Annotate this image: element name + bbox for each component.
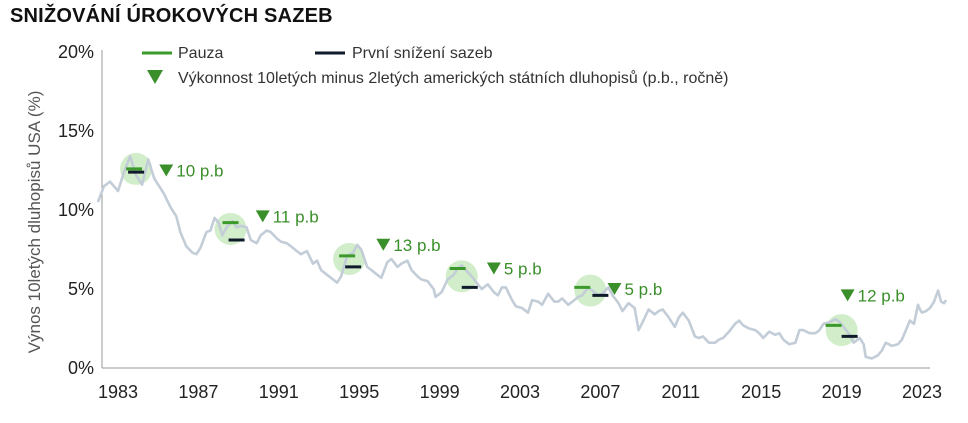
x-tick-label: 1991	[259, 382, 299, 402]
performance-label: 13 p.b	[393, 236, 440, 255]
highlight-circle	[825, 314, 858, 347]
legend-pause-label: Pauza	[178, 45, 223, 62]
performance-triangle-icon	[840, 289, 855, 302]
legend-performance-triangle-icon	[147, 70, 163, 84]
performance-label: 10 p.b	[176, 162, 223, 181]
x-tick-label: 1987	[178, 382, 218, 402]
chart-title: SNIŽOVÁNÍ ÚROKOVÝCH SAZEB	[10, 5, 333, 27]
performance-triangle-icon	[255, 210, 270, 223]
legend-performance-label: Výkonnost 10letých minus 2letých americk…	[178, 69, 729, 87]
x-tick-label: 2019	[822, 382, 862, 402]
performance-triangle-icon	[486, 262, 501, 275]
y-axis-label: Výnos 10letých dluhopisů USA (%)	[25, 91, 44, 354]
performance-triangle-icon	[159, 164, 174, 177]
y-axis-label-group: Výnos 10letých dluhopisů USA (%)	[25, 91, 44, 354]
highlight-circle	[214, 212, 247, 245]
performance-label: 11 p.b	[273, 207, 319, 226]
x-tick-label: 1999	[420, 382, 460, 402]
y-tick-label: 15%	[58, 121, 94, 141]
y-tick-label: 5%	[68, 279, 94, 299]
highlight-circles	[120, 152, 858, 347]
x-tick-label: 1983	[98, 382, 138, 402]
x-tick-label: 2015	[741, 382, 781, 402]
axes: 0% 5% 10% 15% 20% 1983 1987 1991 1995 1999 2003 200…	[58, 42, 942, 402]
x-tick-label: 2023	[902, 382, 942, 402]
y-tick-label: 0%	[68, 358, 94, 378]
performance-label: 5 p.b	[624, 280, 662, 299]
event-markers: 10 p.b 11 p.b 13 p.b 5 p.b 5 p.b 12 p.b	[126, 162, 905, 338]
performance-triangle-icon	[376, 238, 391, 251]
legend-first-cut-label: První snížení sazeb	[352, 45, 493, 62]
legend: Pauza První snížení sazeb Výkonnost 10le…	[142, 45, 729, 87]
x-tick-label: 2007	[580, 382, 620, 402]
yield-series-line	[96, 155, 948, 360]
series-group	[96, 155, 948, 360]
x-tick-label: 1995	[339, 382, 379, 402]
performance-label: 5 p.b	[504, 259, 542, 278]
x-tick-label: 2003	[500, 382, 540, 402]
performance-label: 12 p.b	[858, 286, 905, 305]
y-tick-label: 20%	[58, 42, 94, 62]
performance-triangle-icon	[607, 283, 622, 295]
y-tick-label: 10%	[58, 200, 94, 220]
x-tick-label: 2011	[661, 382, 700, 402]
